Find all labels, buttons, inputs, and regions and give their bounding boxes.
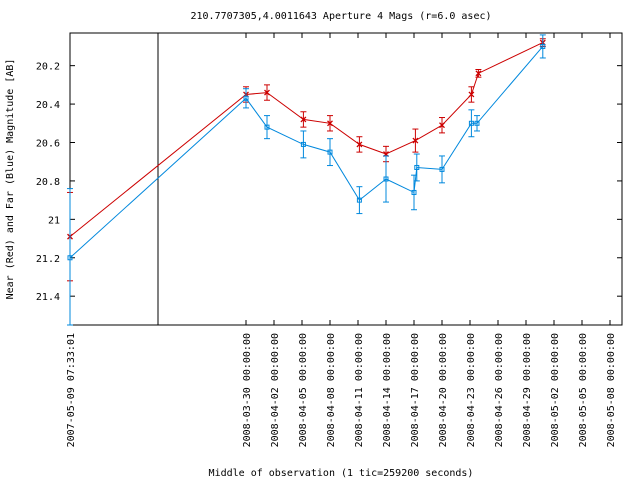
data-point-marker	[468, 91, 475, 98]
x-tick-label: 2008-04-29 00:00:00	[522, 333, 533, 447]
x-tick-label: 2008-04-11 00:00:00	[354, 333, 365, 447]
x-tick-label: 2008-04-08 00:00:00	[326, 333, 337, 447]
data-point-marker	[67, 255, 73, 261]
marker-stroke	[439, 122, 445, 129]
plot-frame	[69, 32, 623, 326]
marker-stroke	[468, 91, 475, 98]
x-tick-label: 2007-05-09 07:33:01	[66, 333, 77, 447]
x-tick-label: 2008-03-30 00:00:00	[242, 333, 253, 447]
y-tick-label: 20.8	[36, 177, 60, 188]
y-tick-label: 21.4	[36, 292, 60, 303]
y-tick-label: 21.2	[36, 254, 60, 265]
data-point-marker	[475, 70, 482, 77]
data-point-marker	[474, 120, 480, 126]
data-point-marker	[439, 166, 445, 172]
data-point-marker	[327, 149, 333, 155]
series-layer	[67, 34, 546, 326]
marker-stroke	[475, 70, 482, 77]
y-tick-label: 21	[48, 215, 60, 226]
data-point-marker	[243, 95, 249, 101]
x-axis-ticks: 2007-05-09 07:33:01 2008-03-30 00:00:00 20…	[66, 33, 617, 447]
data-point-marker	[412, 137, 419, 144]
y-axis-label: Near (Red) and Far (Blue) Magnitude [AB]	[5, 59, 16, 300]
data-point-marker	[468, 120, 474, 126]
y-tick-label: 20.2	[36, 62, 60, 73]
series-line	[69, 46, 544, 259]
x-tick-label: 2008-04-14 00:00:00	[382, 333, 393, 447]
x-tick-label: 2008-05-05 00:00:00	[578, 333, 589, 447]
y-tick-label: 20.4	[36, 100, 60, 111]
chart-title: 210.7707305,4.0011643 Aperture 4 Mags (r…	[190, 11, 491, 22]
data-point-marker	[264, 89, 270, 96]
x-tick-label: 2008-04-26 00:00:00	[494, 333, 505, 447]
data-point-marker	[383, 176, 389, 182]
data-point-marker	[411, 189, 417, 195]
series-1	[67, 38, 546, 282]
x-axis-label: Middle of observation (1 tic=259200 seco…	[209, 468, 474, 479]
data-point-marker	[264, 124, 270, 130]
marker-stroke	[264, 89, 270, 96]
data-point-marker	[540, 43, 546, 49]
data-point-marker	[439, 122, 445, 129]
data-point-marker	[356, 141, 363, 148]
data-point-marker	[300, 116, 307, 123]
data-point-marker	[356, 197, 362, 203]
x-tick-label: 2008-04-20 00:00:00	[438, 333, 449, 447]
marker-stroke	[327, 120, 333, 127]
data-point-marker	[327, 120, 333, 127]
x-tick-label: 2008-05-08 00:00:00	[606, 333, 617, 447]
x-tick-label: 2008-04-05 00:00:00	[298, 333, 309, 447]
marker-stroke	[412, 137, 419, 144]
marker-stroke	[300, 116, 307, 123]
marker-stroke	[356, 141, 363, 148]
data-point-marker	[300, 141, 306, 147]
x-tick-label: 2008-05-02 00:00:00	[550, 333, 561, 447]
x-tick-label: 2008-04-02 00:00:00	[270, 333, 281, 447]
y-tick-label: 20.6	[36, 139, 60, 150]
x-tick-label: 2008-04-23 00:00:00	[466, 333, 477, 447]
y-axis-ticks: 20.2 20.4 20.6 20.8 21 21.2 21.4	[36, 62, 622, 303]
x-tick-label: 2008-04-17 00:00:00	[410, 333, 421, 447]
series-line	[69, 42, 544, 237]
series-2	[67, 34, 546, 326]
data-point-marker	[414, 164, 420, 170]
